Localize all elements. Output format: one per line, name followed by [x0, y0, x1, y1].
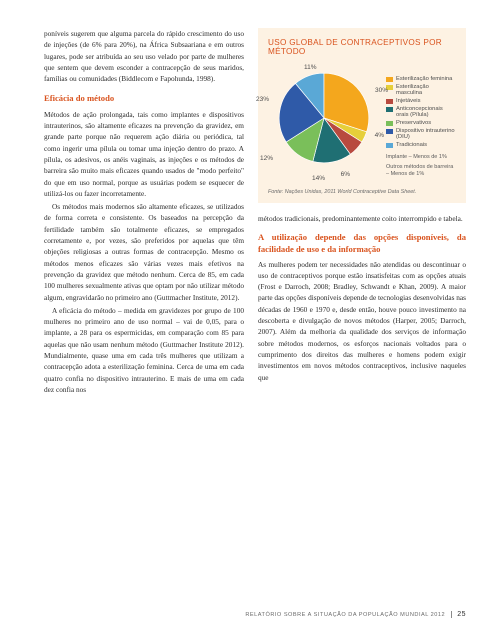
legend-swatch: [386, 99, 393, 104]
legend-swatch: [386, 107, 393, 112]
legend-label: Esterilização feminina: [396, 76, 452, 82]
legend-swatch: [386, 77, 393, 82]
para: métodos tradicionais, predominantemente …: [258, 213, 466, 224]
page-number: 25: [451, 611, 466, 618]
right-column: USO GLOBAL DE CONTRACEPTIVOS POR MÉTODO …: [258, 28, 466, 397]
para: As mulheres podem ter necessidades não a…: [258, 259, 466, 383]
left-column: poníveis sugerem que alguma parcela do r…: [44, 28, 244, 397]
legend-swatch: [386, 143, 393, 148]
legend-label: Tradicionais: [396, 142, 427, 148]
pie-pct-label: 23%: [256, 96, 269, 103]
pie-pct-label: 6%: [341, 171, 350, 178]
para: Os métodos mais modernos são altamente e…: [44, 201, 244, 303]
legend-label: Esterilização masculina: [396, 84, 456, 96]
chart-legend: Esterilização feminina Esterilização masc…: [386, 62, 456, 179]
para: poníveis sugerem que alguma parcela do r…: [44, 28, 244, 84]
legend-label: Anticoncepcionais orais (Pílula): [396, 106, 456, 118]
section-heading: Eficácia do método: [44, 92, 244, 105]
legend-swatch: [386, 121, 393, 126]
pie-pct-label: 12%: [260, 155, 273, 162]
chart-box: USO GLOBAL DE CONTRACEPTIVOS POR MÉTODO …: [258, 28, 466, 203]
pie-pct-label: 14%: [312, 175, 325, 182]
page-footer: RELATÓRIO SOBRE A SITUAÇÃO DA POPULAÇÃO …: [245, 611, 466, 618]
legend-item: Esterilização masculina: [386, 84, 456, 96]
legend-swatch: [386, 129, 393, 134]
chart-source: Fonte: Nações Unidas, 2011 World Contrac…: [268, 189, 456, 195]
legend-item: Preservativos: [386, 120, 456, 126]
para: Métodos de ação prolongada, tais como im…: [44, 109, 244, 199]
pie-chart: 30% 4% 6% 14% 12% 23% 11%: [268, 62, 380, 174]
legend-note: Implante – Menos de 1%: [386, 154, 456, 162]
pie-pct-label: 30%: [375, 87, 388, 94]
section-heading: A utilização depende das opções disponív…: [258, 232, 466, 255]
legend-note: Outros métodos de barreira – Menos de 1%: [386, 164, 456, 179]
pie-pct-label: 4%: [375, 132, 384, 139]
legend-item: Dispositivo intrauterino (DIU): [386, 128, 456, 140]
para: A eficácia do método – medida em gravide…: [44, 305, 244, 395]
footer-text: RELATÓRIO SOBRE A SITUAÇÃO DA POPULAÇÃO …: [245, 612, 445, 618]
chart-title: USO GLOBAL DE CONTRACEPTIVOS POR MÉTODO: [268, 38, 456, 56]
legend-label: Injetáveis: [396, 98, 421, 104]
legend-label: Preservativos: [396, 120, 431, 126]
legend-label: Dispositivo intrauterino (DIU): [396, 128, 456, 140]
legend-item: Injetáveis: [386, 98, 456, 104]
pie-pct-label: 11%: [304, 64, 317, 71]
legend-item: Esterilização feminina: [386, 76, 456, 82]
legend-item: Tradicionais: [386, 142, 456, 148]
legend-item: Anticoncepcionais orais (Pílula): [386, 106, 456, 118]
